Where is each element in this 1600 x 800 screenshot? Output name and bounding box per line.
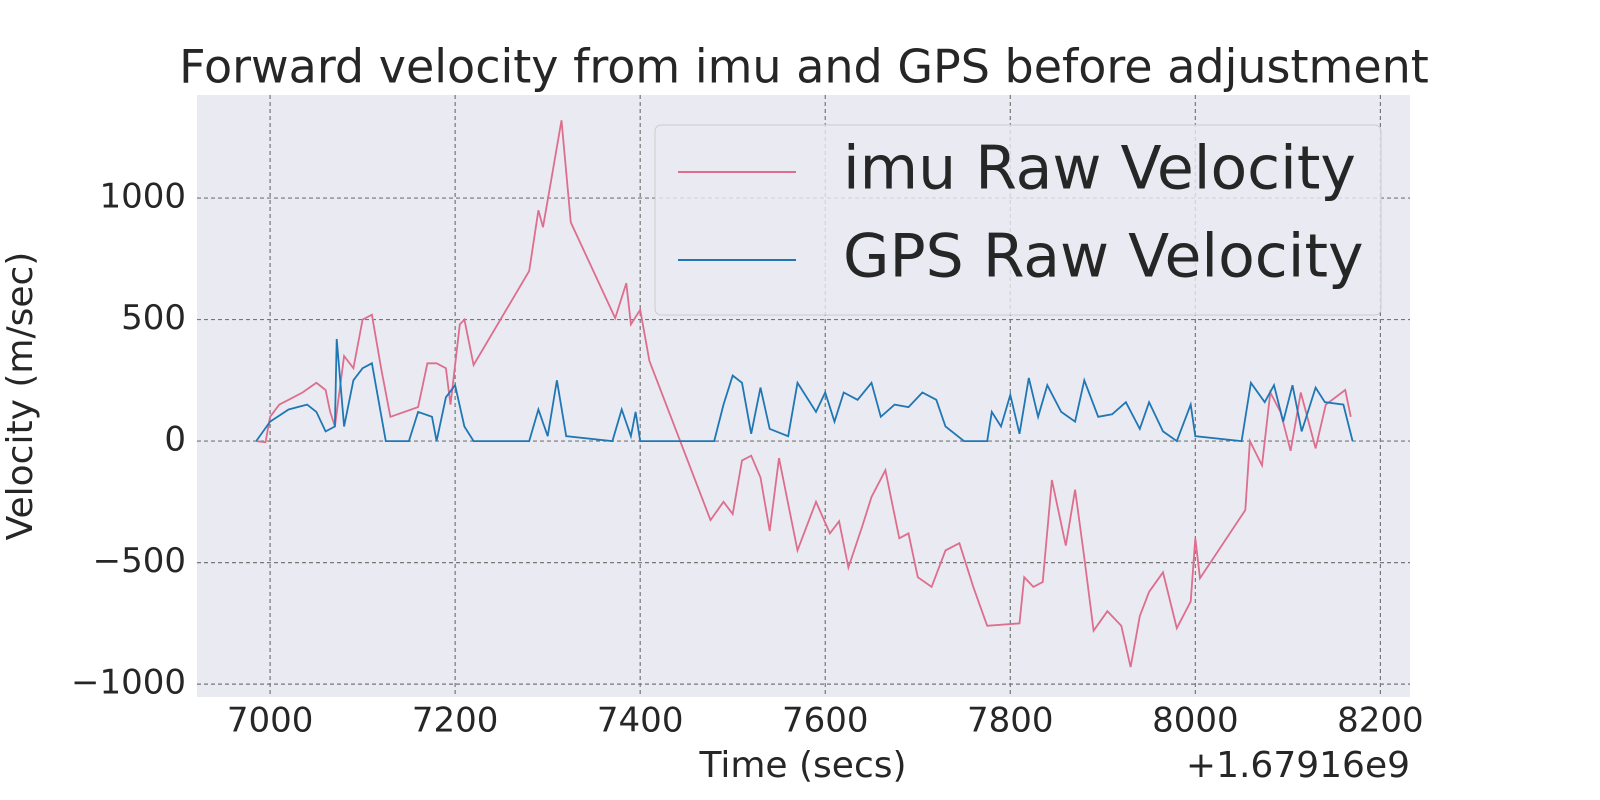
- x-tick-label: 7000: [227, 701, 314, 741]
- x-tick-label: 7400: [597, 701, 684, 741]
- chart-title: Forward velocity from imu and GPS before…: [179, 40, 1429, 94]
- x-offset-label: +1.67916e9: [1186, 745, 1410, 786]
- legend: imu Raw Velocity GPS Raw Velocity: [654, 124, 1382, 316]
- x-tick-label: 7200: [412, 701, 499, 741]
- legend-label: GPS Raw Velocity: [843, 222, 1364, 292]
- y-tick-label: −1000: [71, 663, 186, 703]
- x-tick-label: 8000: [1152, 701, 1239, 741]
- series-line: [255, 338, 1354, 443]
- y-axis-label: Velocity (m/sec): [0, 252, 41, 541]
- y-tick-label: 0: [164, 420, 186, 460]
- x-tick-label: 7600: [782, 701, 869, 741]
- series-line: [256, 120, 1352, 668]
- legend-label: imu Raw Velocity: [843, 134, 1356, 204]
- legend-box: [654, 124, 1382, 316]
- x-tick-label: 8200: [1337, 701, 1424, 741]
- y-tick-label: 1000: [99, 177, 186, 217]
- y-tick-label: −500: [93, 541, 186, 581]
- x-tick-label: 7800: [967, 701, 1054, 741]
- x-axis-label: Time (secs): [698, 745, 906, 786]
- y-tick-label: 500: [121, 298, 186, 338]
- lines: [255, 120, 1354, 668]
